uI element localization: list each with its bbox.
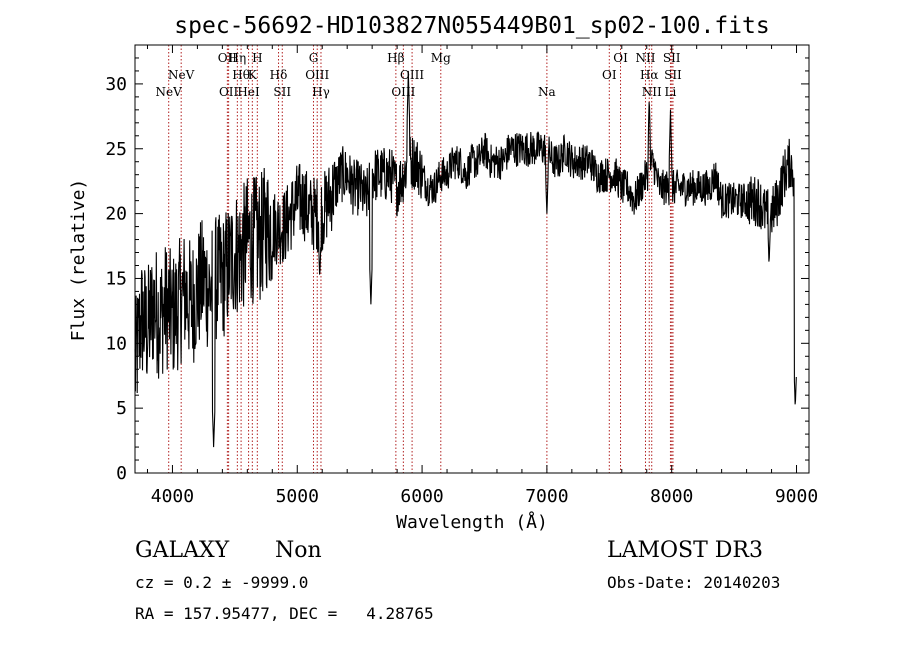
x-axis: 4000 5000 6000 7000 8000 9000 bbox=[146, 45, 818, 507]
x-tick-label: 4000 bbox=[151, 486, 194, 507]
line-label: OI bbox=[602, 68, 617, 82]
line-label: OIII bbox=[400, 68, 424, 82]
line-label: SII bbox=[273, 85, 291, 99]
obs-date: Obs-Date: 20140203 bbox=[607, 573, 781, 592]
x-tick-label: 8000 bbox=[650, 486, 693, 507]
y-tick-label: 25 bbox=[105, 139, 127, 160]
line-label: Hδ bbox=[270, 68, 288, 82]
survey-name: LAMOST DR3 bbox=[607, 538, 763, 563]
line-label: Hθ bbox=[232, 68, 250, 82]
y-axis-label: Flux (relative) bbox=[68, 179, 89, 342]
line-label: H bbox=[252, 51, 262, 65]
line-label: Hβ bbox=[387, 51, 404, 65]
line-label: SII bbox=[663, 51, 681, 65]
y-tick-label: 15 bbox=[105, 268, 127, 289]
chart-title: spec-56692-HD103827N055449B01_sp02-100.f… bbox=[174, 13, 769, 39]
x-tick-label: 7000 bbox=[525, 486, 568, 507]
x-axis-label: Wavelength (Å) bbox=[396, 511, 548, 533]
x-tick-label: 5000 bbox=[276, 486, 319, 507]
line-label: Hα bbox=[640, 68, 659, 82]
line-label: HeI bbox=[237, 85, 260, 99]
line-label: NII bbox=[642, 85, 662, 99]
line-label: Hη bbox=[229, 51, 247, 65]
y-axis: 0 5 10 15 20 25 30 bbox=[105, 44, 809, 484]
line-label: Na bbox=[538, 85, 556, 99]
object-subclass: Non bbox=[275, 538, 322, 563]
line-label: OIII bbox=[391, 85, 415, 99]
line-label: NeV bbox=[156, 85, 183, 99]
line-label: OII bbox=[218, 51, 238, 65]
line-label: OI bbox=[613, 51, 628, 65]
line-markers bbox=[168, 45, 674, 473]
line-label: Li bbox=[665, 85, 677, 99]
object-class: GALAXY bbox=[135, 538, 230, 563]
line-label: SII bbox=[664, 68, 682, 82]
y-tick-label: 5 bbox=[116, 398, 127, 419]
y-tick-label: 10 bbox=[105, 333, 127, 354]
line-label: NeV bbox=[168, 68, 195, 82]
line-label: OII bbox=[219, 85, 239, 99]
line-label: G bbox=[309, 51, 319, 65]
line-label: Hγ bbox=[312, 85, 330, 99]
coordinates-text: RA = 157.95477, DEC = 4.28765 bbox=[135, 604, 434, 623]
line-label: K bbox=[248, 68, 258, 82]
spectrum-series bbox=[134, 70, 797, 448]
redshift-text: cz = 0.2 ± -9999.0 bbox=[135, 573, 309, 592]
spectrum-line bbox=[134, 70, 797, 448]
y-tick-label: 30 bbox=[105, 74, 127, 95]
x-tick-label: 9000 bbox=[775, 486, 818, 507]
y-tick-label: 20 bbox=[105, 204, 127, 225]
x-tick-label: 6000 bbox=[400, 486, 443, 507]
line-label: NII bbox=[636, 51, 656, 65]
line-label: OIII bbox=[305, 68, 329, 82]
y-tick-label: 0 bbox=[116, 463, 127, 484]
line-label: Mg bbox=[431, 51, 451, 65]
